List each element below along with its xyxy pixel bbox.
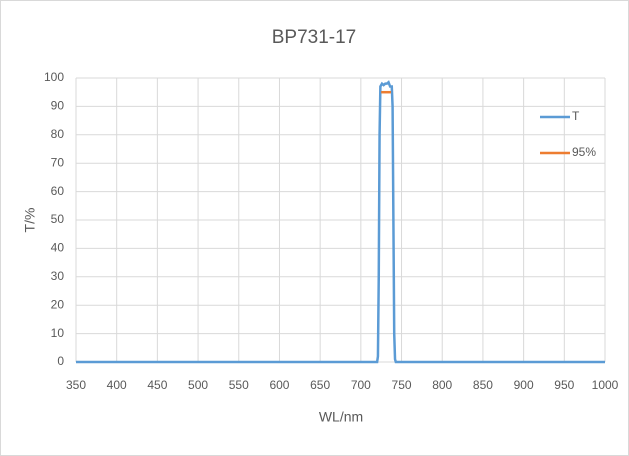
y-tick-label: 100 bbox=[44, 70, 64, 84]
y-tick-label: 60 bbox=[51, 184, 65, 198]
x-tick-label: 600 bbox=[269, 378, 289, 392]
x-tick-label: 750 bbox=[392, 378, 412, 392]
x-tick-label: 700 bbox=[351, 378, 371, 392]
y-tick-label: 70 bbox=[51, 155, 65, 169]
y-tick-label: 20 bbox=[51, 297, 65, 311]
x-axis-label: WL/nm bbox=[319, 409, 363, 425]
x-tick-label: 550 bbox=[229, 378, 249, 392]
x-tick-label: 500 bbox=[188, 378, 208, 392]
chart-title: BP731-17 bbox=[272, 27, 357, 48]
y-tick-label: 40 bbox=[51, 241, 65, 255]
data-line bbox=[76, 80, 605, 364]
y-axis-label: T/% bbox=[22, 208, 38, 233]
x-tick-label: 850 bbox=[473, 378, 493, 392]
x-tick-label: 950 bbox=[554, 378, 574, 392]
x-tick-label: 650 bbox=[310, 378, 330, 392]
y-tick-label: 30 bbox=[51, 269, 65, 283]
legend-label: 95% bbox=[572, 145, 596, 159]
y-tick-label: 50 bbox=[51, 212, 65, 226]
y-tick-label: 10 bbox=[51, 326, 65, 340]
x-tick-label: 1000 bbox=[592, 378, 619, 392]
x-tick-label: 400 bbox=[107, 378, 127, 392]
y-tick-label: 0 bbox=[57, 354, 64, 368]
x-tick-label: 350 bbox=[66, 378, 86, 392]
y-tick-label: 90 bbox=[51, 99, 65, 113]
x-tick-label: 800 bbox=[432, 378, 452, 392]
x-tick-label: 900 bbox=[514, 378, 534, 392]
x-tick-label: 450 bbox=[147, 378, 167, 392]
legend-label: T bbox=[572, 109, 580, 123]
y-tick-label: 80 bbox=[51, 127, 65, 141]
